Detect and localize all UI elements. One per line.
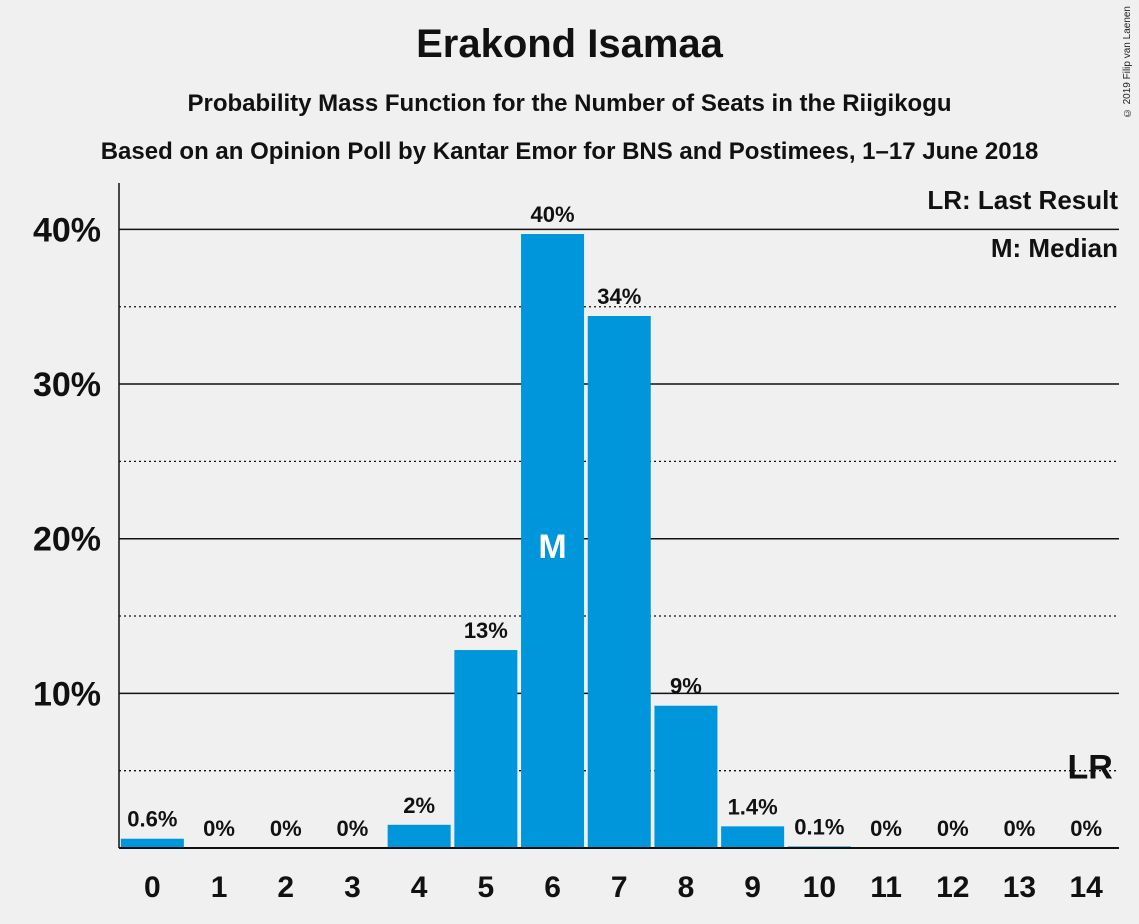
- bar: [387, 824, 451, 848]
- last-result-marker: LR: [1067, 749, 1112, 787]
- y-tick-label: 20%: [33, 521, 101, 559]
- data-label: 2%: [403, 793, 435, 818]
- x-tick-label: 13: [1003, 871, 1036, 904]
- data-labels: 0.6% 0% 0% 0% 2% 13% 40% 34% 9% 1.4% 0.1% 0% 0% 0% 0% M…: [127, 202, 1113, 841]
- x-tick-label: 4: [411, 871, 428, 904]
- chart-source-subtitle: Based on an Opinion Poll by Kantar Emor …: [100, 138, 1039, 165]
- data-label: 0%: [1004, 816, 1036, 841]
- bar: [587, 316, 651, 848]
- legend: LR: Last Result M: Median: [927, 185, 1118, 263]
- data-label: 0%: [270, 816, 302, 841]
- y-tick-label: 10%: [33, 675, 101, 713]
- data-label: 0%: [937, 816, 969, 841]
- x-tick-label: 1: [211, 871, 228, 904]
- bar: [521, 234, 585, 848]
- data-label: 13%: [464, 618, 508, 643]
- data-label: 34%: [597, 284, 641, 309]
- x-tick-label: 6: [544, 871, 561, 904]
- x-tick-label: 11: [870, 871, 902, 904]
- data-label: 0.1%: [794, 814, 844, 839]
- data-label: 40%: [531, 202, 575, 227]
- y-tick-label: 40%: [33, 211, 101, 249]
- axes: 10%20%30%40%0 1 2 3 4 5 6 7 8 9 10 11 12 13 14: [33, 183, 1119, 904]
- bar: [454, 650, 518, 848]
- data-label: 0%: [337, 816, 369, 841]
- bar: [721, 826, 785, 848]
- legend-entry: M: Median: [991, 233, 1118, 263]
- x-tick-label: 7: [611, 871, 628, 904]
- x-tick-label: 8: [678, 871, 695, 904]
- x-tick-label: 12: [936, 871, 969, 904]
- data-label: 0%: [1070, 816, 1102, 841]
- data-label: 0%: [870, 816, 902, 841]
- data-label: 9%: [670, 674, 702, 699]
- x-tick-label: 3: [344, 871, 361, 904]
- data-label: 0%: [203, 816, 235, 841]
- y-tick-label: 30%: [33, 366, 101, 404]
- chart-subtitle: Probability Mass Function for the Number…: [187, 90, 952, 117]
- x-tick-label: 2: [277, 871, 294, 904]
- bar: [654, 705, 718, 848]
- bars: [120, 234, 851, 848]
- chart-title: Erakond Isamaa: [416, 22, 723, 66]
- x-tick-label: 10: [803, 871, 836, 904]
- legend-entry: LR: Last Result: [927, 185, 1118, 215]
- data-label: 1.4%: [728, 794, 778, 819]
- median-marker: M: [538, 528, 566, 566]
- data-label: 0.6%: [127, 807, 177, 832]
- x-tick-label: 5: [478, 871, 495, 904]
- bar: [120, 838, 184, 848]
- x-tick-label: 9: [744, 871, 761, 904]
- x-tick-label: 14: [1069, 871, 1103, 904]
- x-tick-label: 0: [144, 871, 161, 904]
